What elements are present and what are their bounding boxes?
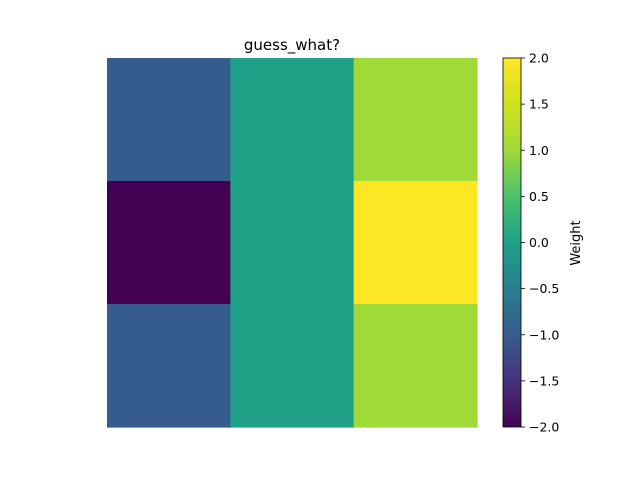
heatmap-cell — [107, 304, 231, 428]
colorbar-tick-label: −2.0 — [529, 420, 559, 435]
colorbar-ticks: 2.0 1.5 1.0 0.5 0.0 −0.5 −1.0 −1.5 −2.0 — [521, 51, 559, 435]
colorbar-tick-label: −1.0 — [529, 327, 559, 342]
colorbar-label: Weight — [569, 220, 584, 265]
heatmap-cell — [107, 58, 231, 182]
heatmap-cells — [107, 58, 478, 428]
chart-title: guess_what? — [244, 36, 340, 55]
colorbar-tick-label: −0.5 — [529, 281, 559, 296]
colorbar-tick-label: 0.5 — [529, 189, 549, 204]
heatmap-cell — [230, 304, 355, 428]
heatmap-cell — [230, 181, 355, 305]
colorbar-tick-label: 2.0 — [529, 51, 549, 66]
colorbar-tick-label: −1.5 — [529, 373, 559, 388]
colorbar: 2.0 1.5 1.0 0.5 0.0 −0.5 −1.0 −1.5 −2.0 Weight — [502, 51, 584, 435]
colorbar-tick-label: 1.0 — [529, 143, 549, 158]
heatmap-cell — [353, 181, 478, 305]
heatmap-cell — [353, 304, 478, 428]
heatmap-cell — [107, 181, 231, 305]
colorbar-tick-label: 0.0 — [529, 235, 549, 250]
heatmap-cell — [353, 58, 478, 182]
colorbar-gradient — [503, 58, 521, 427]
colorbar-tick-label: 1.5 — [529, 97, 549, 112]
heatmap-cell — [230, 58, 355, 182]
